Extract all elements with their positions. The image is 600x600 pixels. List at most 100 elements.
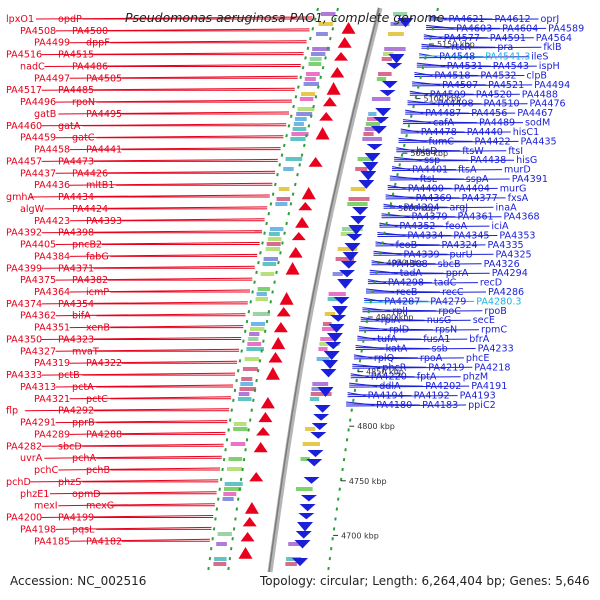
reverse-gene-label: PA4505 [86, 73, 122, 84]
track-guide [327, 7, 439, 573]
gene-callout-line [364, 300, 475, 303]
gene-callout-line [426, 26, 501, 29]
gene-callout-line [373, 252, 448, 255]
reverse-gene-label: sbcD [58, 441, 82, 452]
reverse-gene-label: icmP [86, 287, 109, 298]
reverse-gene-arrow [330, 67, 345, 78]
gene-callout-line [360, 319, 471, 322]
forward-gene-label: PA4404 [454, 183, 490, 194]
forward-gene-label: rpsN [435, 325, 457, 336]
gene-callout-line [350, 376, 461, 379]
feature-block [295, 117, 307, 121]
forward-gene-label: ddlA [379, 381, 401, 392]
reverse-gene-label: PA4364 [34, 287, 70, 298]
forward-gene-label: ispH [539, 61, 560, 72]
forward-gene-arrow [303, 477, 320, 484]
gene-callout-line [364, 299, 429, 302]
forward-gene-label: rtcR [451, 42, 471, 53]
feature-block [285, 562, 297, 566]
forward-gene-label: PA4518 [434, 71, 470, 82]
forward-gene-label: PA4440 [467, 127, 503, 138]
map-title: Pseudomonas aeruginosa PAO1, complete ge… [125, 10, 445, 25]
feature-block [337, 247, 358, 251]
forward-gene-arrow [298, 513, 315, 520]
reverse-gene-label: PA4282 [6, 441, 42, 452]
gene-callout-line [55, 348, 240, 352]
reverse-gene-label: PA4500 [72, 26, 108, 37]
forward-gene-arrow [348, 225, 365, 235]
gene-callout-line [423, 37, 534, 40]
gene-callout-line [357, 338, 468, 341]
gene-callout-line [367, 282, 478, 285]
reverse-gene-arrow [256, 427, 271, 436]
forward-gene-label: oprJ [541, 14, 560, 25]
reverse-gene-label: gatB [34, 109, 56, 120]
gene-callout-line [41, 87, 295, 91]
forward-gene-label: feoA [445, 221, 467, 232]
forward-gene-arrow [299, 504, 316, 512]
feature-block [214, 557, 227, 561]
gene-callout-line [349, 385, 470, 388]
feature-block [347, 202, 368, 206]
forward-gene-label: PA4521 [488, 80, 524, 91]
gene-callout-line [421, 46, 542, 49]
gene-callout-line [414, 75, 525, 77]
reverse-gene-label: PA4497 [34, 73, 70, 84]
feature-block [320, 337, 333, 341]
gene-callout-line [355, 347, 430, 349]
gene-callout-line [350, 375, 415, 378]
forward-gene-arrow [307, 450, 324, 458]
forward-gene-label: bfrA [469, 334, 489, 345]
gene-callout-line [416, 64, 491, 67]
feature-block [376, 77, 387, 81]
reverse-gene-arrow [244, 502, 259, 514]
gene-callout-line [402, 122, 524, 125]
forward-gene-arrow [294, 540, 311, 549]
feature-block [256, 292, 267, 296]
gene-callout-line [30, 194, 270, 198]
forward-gene-arrow [358, 180, 375, 189]
feature-block [393, 12, 408, 16]
forward-gene-label: PA4489 [479, 118, 515, 129]
gene-callout-line [419, 55, 484, 58]
feature-block [263, 257, 278, 261]
feature-block [350, 187, 366, 191]
forward-gene-label: PA4334 [407, 231, 443, 242]
forward-gene-label: PA4294 [492, 268, 528, 279]
forward-gene-arrow [375, 108, 392, 117]
reverse-gene-label: PA4460 [6, 121, 42, 132]
forward-gene-label: PA4194 [368, 391, 404, 402]
reverse-gene-label: gatA [58, 121, 81, 132]
forward-gene-arrow [311, 423, 328, 430]
reverse-gene-label: PA4199 [58, 513, 94, 524]
feature-block [362, 137, 382, 141]
forward-gene-label: feoB [396, 240, 418, 251]
forward-gene-label: PA4577 [444, 33, 480, 44]
feature-block [260, 272, 275, 276]
forward-gene-label: sbcB [438, 259, 461, 270]
forward-gene-arrow [325, 342, 342, 350]
gene-callout-line [377, 235, 498, 237]
feature-block [248, 337, 259, 341]
forward-gene-label: cafA [433, 118, 455, 129]
feature-block [237, 397, 252, 401]
feature-block [368, 112, 377, 116]
reverse-gene-label: PA4393 [86, 216, 122, 227]
reverse-gene-label: PA4398 [58, 228, 94, 239]
gene-callout-line [414, 74, 479, 76]
forward-gene-label: PA4531 [447, 61, 483, 72]
forward-gene-arrow [344, 243, 361, 252]
gene-callout-line [400, 131, 511, 134]
feature-block [233, 422, 247, 426]
forward-gene-label: PA4456 [471, 108, 507, 119]
gene-callout-line [69, 289, 251, 293]
feature-block [255, 297, 268, 301]
gene-callout-line [365, 290, 441, 293]
feature-block [296, 487, 313, 491]
reverse-gene-label: PA4392 [6, 228, 42, 239]
forward-gene-label: fklB [543, 42, 561, 53]
gene-callout-line [387, 186, 452, 189]
feature-block [322, 322, 332, 326]
